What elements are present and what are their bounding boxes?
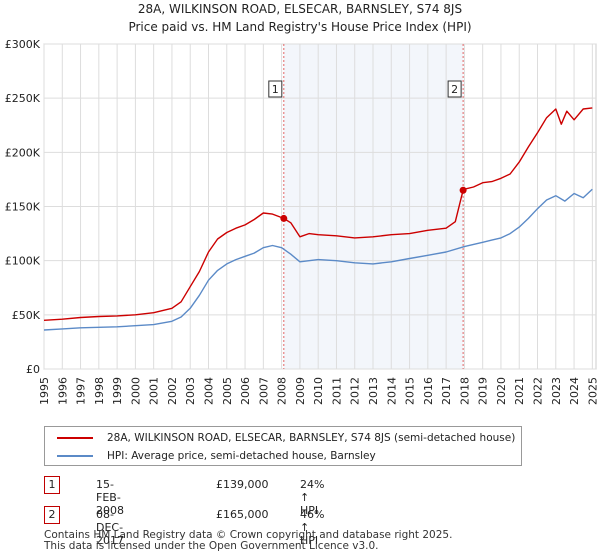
sale-annotation-label: 1 <box>272 83 279 96</box>
sale-number-badge: 1 <box>44 476 60 494</box>
x-tick-label: 2001 <box>148 377 161 405</box>
y-tick-label: £300K <box>5 38 41 51</box>
legend-swatch-property <box>57 437 93 439</box>
x-tick-label: 2000 <box>129 377 142 405</box>
sale-annotation-box <box>447 80 462 98</box>
x-tick-label: 1996 <box>56 377 69 405</box>
sale-hpi-change: 24% ↑ HPI <box>300 478 325 517</box>
sale-price: £165,000 <box>216 508 269 521</box>
x-tick-label: 2024 <box>568 377 581 405</box>
y-tick-label: £150K <box>5 201 41 214</box>
x-tick-label: 2021 <box>513 377 526 405</box>
legend-item-property: 28A, WILKINSON ROAD, ELSECAR, BARNSLEY, … <box>57 430 515 446</box>
x-tick-label: 2020 <box>495 377 508 405</box>
legend-item-hpi: HPI: Average price, semi-detached house,… <box>57 448 376 464</box>
footer-licence: This data is licensed under the Open Gov… <box>44 540 379 552</box>
x-tick-label: 2007 <box>257 377 270 405</box>
price-chart: 28A, WILKINSON ROAD, ELSECAR, BARNSLEY, … <box>5 2 600 405</box>
sale-point <box>280 214 288 222</box>
x-tick-label: 2022 <box>532 377 545 405</box>
x-tick-label: 2018 <box>458 377 471 405</box>
hpi-series-line <box>43 188 593 331</box>
sale-annotation-label: 2 <box>451 83 458 96</box>
x-tick-label: 1997 <box>75 377 88 405</box>
y-tick-label: £100K <box>5 255 41 268</box>
y-tick-label: £200K <box>5 146 41 159</box>
x-tick-label: 2003 <box>184 377 197 405</box>
sale-hpi-change: 46% ↑ HPI <box>300 508 325 547</box>
legend-label-hpi: HPI: Average price, semi-detached house,… <box>107 450 376 462</box>
x-tick-label: 2014 <box>385 377 398 405</box>
chart-subtitle: Price paid vs. HM Land Registry's House … <box>128 20 471 34</box>
sale-annotation-box <box>268 80 283 98</box>
x-tick-label: 2004 <box>203 377 216 405</box>
x-tick-label: 2019 <box>477 377 490 405</box>
x-tick-label: 1998 <box>93 377 106 405</box>
footer-copyright: Contains HM Land Registry data © Crown c… <box>44 529 453 541</box>
sale-number-badge: 2 <box>44 506 60 524</box>
x-tick-label: 2016 <box>422 377 435 405</box>
x-tick-label: 2008 <box>276 377 289 405</box>
x-tick-label: 2025 <box>586 377 599 405</box>
x-tick-label: 2006 <box>239 377 252 405</box>
x-tick-label: 2013 <box>367 377 380 405</box>
x-tick-label: 2009 <box>294 377 307 405</box>
x-tick-label: 2017 <box>440 377 453 405</box>
sale-price: £139,000 <box>216 478 269 491</box>
y-tick-label: £50K <box>12 309 41 322</box>
footer-notice: Contains HM Land Registry data © Crown c… <box>44 530 452 552</box>
x-tick-label: 2023 <box>550 377 563 405</box>
x-tick-label: 1999 <box>111 377 124 405</box>
x-tick-label: 2010 <box>312 377 325 405</box>
x-tick-label: 2012 <box>349 377 362 405</box>
y-tick-label: £250K <box>5 92 41 105</box>
property-series-line <box>43 107 593 321</box>
sale-date: 08-DEC-2017 <box>96 508 124 547</box>
chart-legend: 28A, WILKINSON ROAD, ELSECAR, BARNSLEY, … <box>44 426 522 466</box>
legend-label-property: 28A, WILKINSON ROAD, ELSECAR, BARNSLEY, … <box>107 432 516 444</box>
x-tick-label: 1995 <box>38 377 51 405</box>
y-tick-label: £0 <box>26 363 40 376</box>
chart-title: 28A, WILKINSON ROAD, ELSECAR, BARNSLEY, … <box>138 2 462 16</box>
x-tick-label: 2005 <box>221 377 234 405</box>
x-tick-label: 2015 <box>404 377 417 405</box>
legend-swatch-hpi <box>57 455 93 457</box>
x-tick-label: 2011 <box>330 377 343 405</box>
x-tick-label: 2002 <box>166 377 179 405</box>
sale-date: 15-FEB-2008 <box>96 478 124 517</box>
sale-point <box>459 186 467 194</box>
